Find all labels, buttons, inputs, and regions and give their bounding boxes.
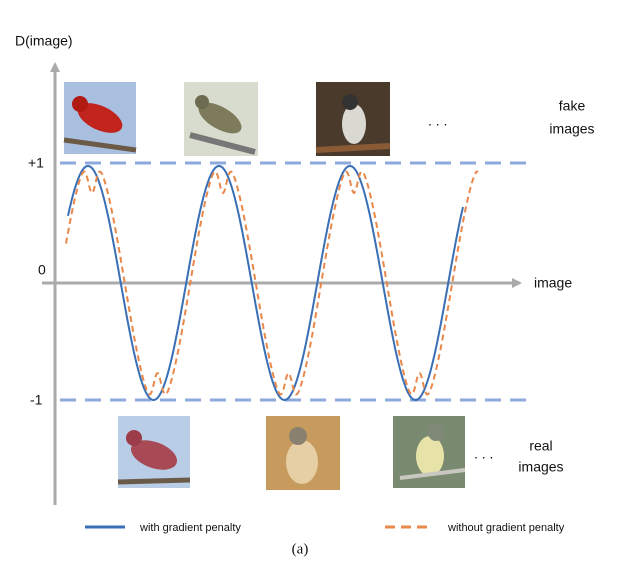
real-label: real [529,438,552,454]
legend-label: without gradient penalty [447,522,565,534]
wiggly-curve [65,170,479,396]
fake-image [63,82,137,154]
caption: (a) [292,541,309,557]
real-image [117,416,191,488]
real-image [393,416,466,488]
x-axis-label: image [534,275,572,291]
real-label: images [518,459,563,475]
ellipsis: . . . [428,113,447,129]
real-image [266,416,340,490]
legend-label: with gradient penalty [139,522,241,534]
fake-image [184,82,258,156]
ellipsis: . . . [474,446,493,462]
fake-image [315,82,391,156]
y-axis-label: D(image) [15,33,73,49]
tick-label: +1 [28,155,44,171]
smooth-curve [67,164,464,401]
tick-label: 0 [38,262,46,278]
tick-label: -1 [30,392,43,408]
fake-label: images [549,121,594,137]
fake-label: fake [559,98,586,114]
